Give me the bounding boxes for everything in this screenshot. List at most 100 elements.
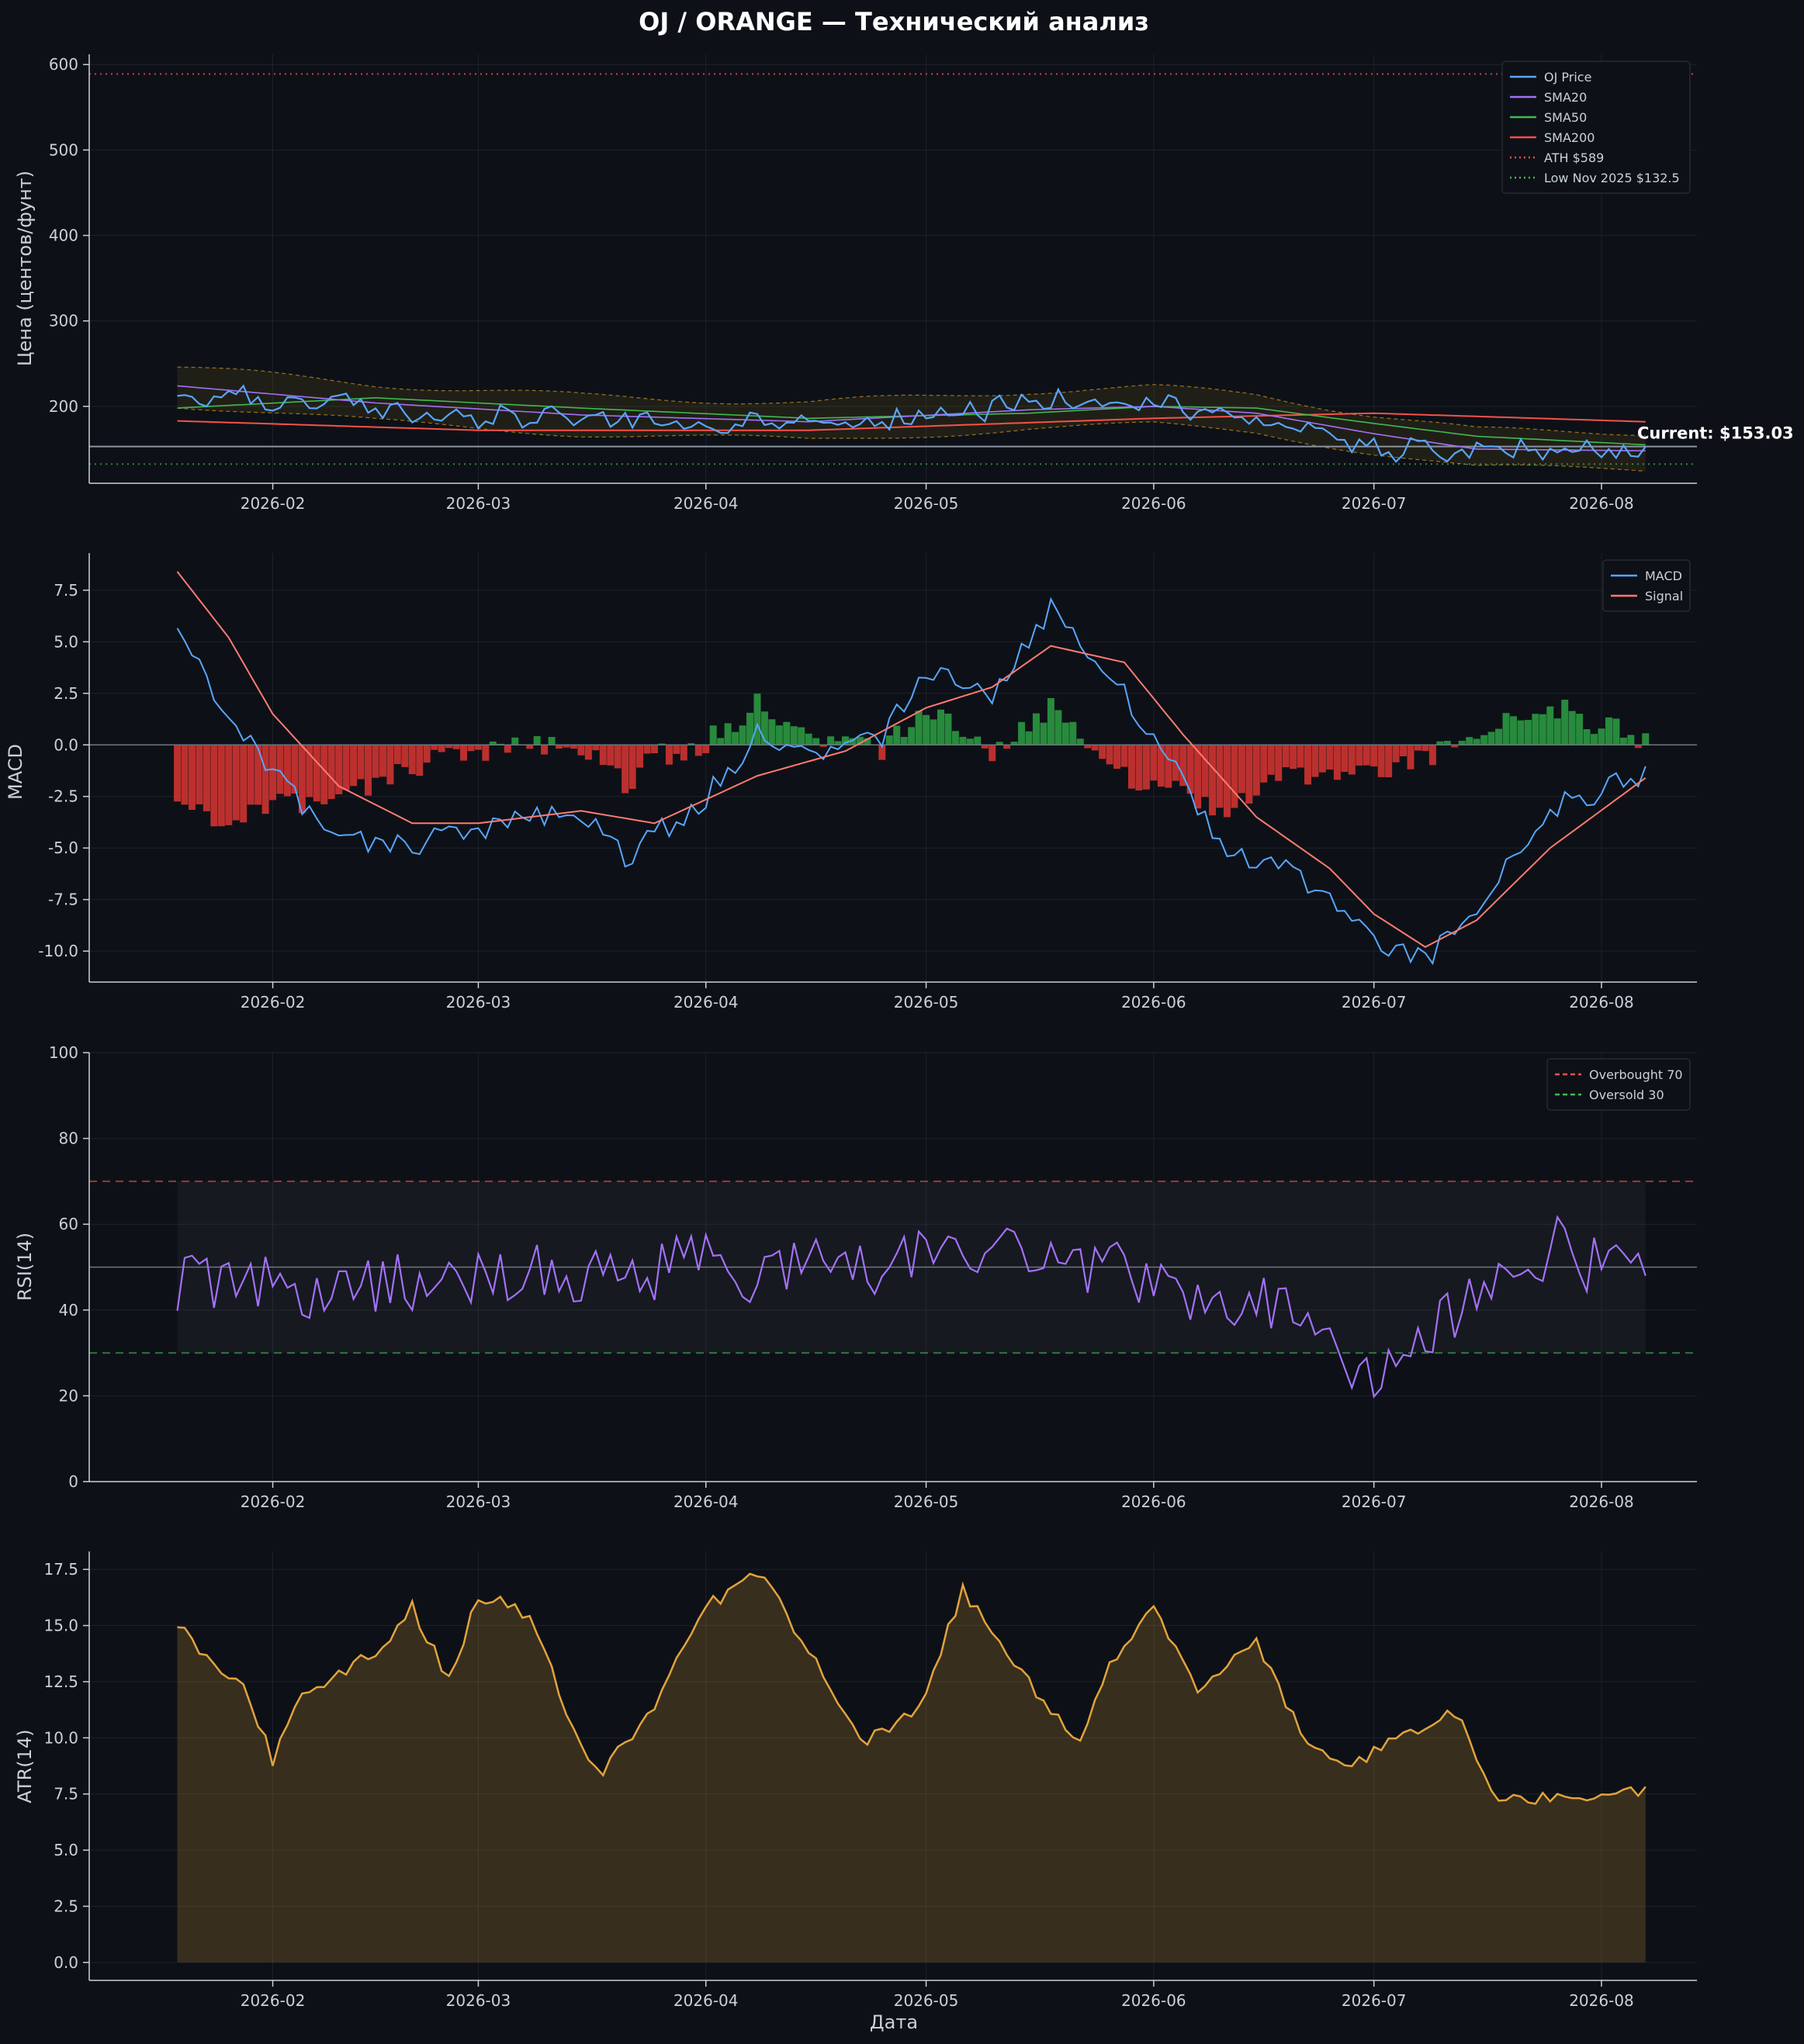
legend-box <box>1501 61 1691 194</box>
x-tick-label: 2026-03 <box>446 993 511 1012</box>
histogram-bar <box>599 745 607 766</box>
histogram-bar <box>1561 699 1569 745</box>
histogram-bar <box>438 745 445 752</box>
y-tick-label: -5.0 <box>48 839 78 857</box>
histogram-bar <box>651 745 659 754</box>
histogram-bar <box>431 745 438 750</box>
rsi-line <box>176 1215 1646 1399</box>
sma20-line <box>177 385 1646 451</box>
histogram-bar <box>1612 718 1620 745</box>
histogram-bar <box>1568 711 1576 745</box>
histogram-bar <box>959 736 967 745</box>
histogram-bar <box>203 745 210 811</box>
rsi-gridlines <box>89 1052 1697 1482</box>
histogram-bar <box>401 745 409 767</box>
histogram-bar <box>254 745 262 805</box>
histogram-bar <box>1238 745 1245 794</box>
histogram-bar <box>951 731 959 745</box>
histogram-bar <box>489 741 497 745</box>
histogram-bar <box>1502 713 1510 745</box>
y-tick-label: 0.0 <box>54 735 78 754</box>
histogram-bar <box>393 745 401 765</box>
histogram-bar <box>261 745 269 814</box>
histogram-bar <box>607 745 615 766</box>
histogram-bar <box>1356 745 1363 766</box>
histogram-bar <box>1304 745 1312 785</box>
y-tick-label: 200 <box>49 397 78 416</box>
price-gridlines <box>89 54 1697 483</box>
histogram-bar <box>408 745 416 775</box>
histogram-bar <box>577 745 585 756</box>
histogram-bar <box>732 731 739 745</box>
histogram-bar <box>335 745 343 794</box>
histogram-bar <box>1605 717 1612 745</box>
histogram-bar <box>584 745 592 760</box>
y-tick-label: 7.5 <box>54 581 78 600</box>
histogram-bar <box>1436 741 1444 745</box>
x-tick-label: 2026-02 <box>241 1492 306 1511</box>
histogram-bar <box>1546 706 1554 745</box>
histogram-bar <box>379 745 386 777</box>
x-tick-label: 2026-07 <box>1342 1492 1407 1511</box>
histogram-bar <box>717 738 725 745</box>
histogram-bar <box>995 742 1003 745</box>
x-tick-label: 2026-07 <box>1342 1991 1407 2010</box>
histogram-bar <box>798 727 805 745</box>
histogram-bar <box>357 745 365 780</box>
macd-line <box>176 597 1646 966</box>
histogram-bar <box>1157 745 1165 787</box>
y-tick-label: 10.0 <box>43 1728 78 1747</box>
legend-label: Low Nov 2025 $132.5 <box>1544 171 1680 185</box>
histogram-bar <box>1451 745 1459 748</box>
y-tick-label: -10.0 <box>38 942 78 960</box>
y-tick-label: 500 <box>49 140 78 159</box>
atr-panel: 0.0 2.5 5.0 7.5 10.0 12.5 15.0 17.5 2026-02 2026-… <box>14 1551 1697 2033</box>
histogram-bar <box>753 693 761 745</box>
legend-label: SMA50 <box>1544 110 1587 125</box>
histogram-bar <box>240 745 248 823</box>
histogram-bar <box>327 745 335 800</box>
histogram-bar <box>1260 745 1268 783</box>
histogram-bar <box>1282 745 1290 768</box>
histogram-bar <box>724 723 732 745</box>
histogram-bar <box>350 745 358 787</box>
price-panel: 200 300 400 500 600 2026-02 2026-03 2026-04 2026… <box>14 54 1794 513</box>
price-axes: 200 300 400 500 600 2026-02 2026-03 2026-04 2026… <box>49 54 1697 513</box>
histogram-bar <box>188 745 196 810</box>
histogram-bar <box>643 745 651 754</box>
price-series <box>177 384 1646 463</box>
histogram-bar <box>1106 745 1113 765</box>
histogram-bar <box>1532 714 1539 745</box>
histogram-bar <box>1091 745 1099 751</box>
histogram-bar <box>1583 729 1591 745</box>
signal-line <box>176 571 1646 948</box>
histogram-bar <box>181 745 189 805</box>
histogram-bar <box>1290 745 1297 770</box>
histogram-bar <box>1348 745 1356 775</box>
x-tick-label: 2026-04 <box>673 993 739 1012</box>
histogram-bar <box>1142 745 1150 790</box>
histogram-bar <box>1311 745 1319 777</box>
histogram-bar <box>386 745 394 785</box>
current-price-label: Current: $153.03 <box>1637 424 1794 443</box>
histogram-bar <box>1061 722 1069 745</box>
histogram-bar <box>658 743 666 745</box>
y-tick-label: 0.0 <box>54 1953 78 1972</box>
histogram-bar <box>556 745 563 749</box>
histogram-bar <box>1458 740 1466 745</box>
histogram-bar <box>269 745 277 801</box>
legend-label: SMA20 <box>1544 90 1587 105</box>
histogram-bar <box>937 709 944 745</box>
atr-axes: 0.0 2.5 5.0 7.5 10.0 12.5 15.0 17.5 2026-02 2026-… <box>43 1551 1697 2010</box>
histogram-bar <box>452 745 460 749</box>
histogram-bar <box>1099 745 1106 759</box>
chart-title: OJ / ORANGE — Технический анализ <box>639 7 1149 36</box>
histogram-bar <box>1127 745 1135 789</box>
histogram-bar <box>775 725 783 745</box>
histogram-bar <box>247 745 254 805</box>
y-tick-label: 100 <box>49 1043 78 1062</box>
histogram-bar <box>1223 745 1231 818</box>
bollinger-band-fill <box>177 367 1646 472</box>
x-tick-label: 2026-08 <box>1569 1492 1634 1511</box>
histogram-bar <box>174 745 182 802</box>
